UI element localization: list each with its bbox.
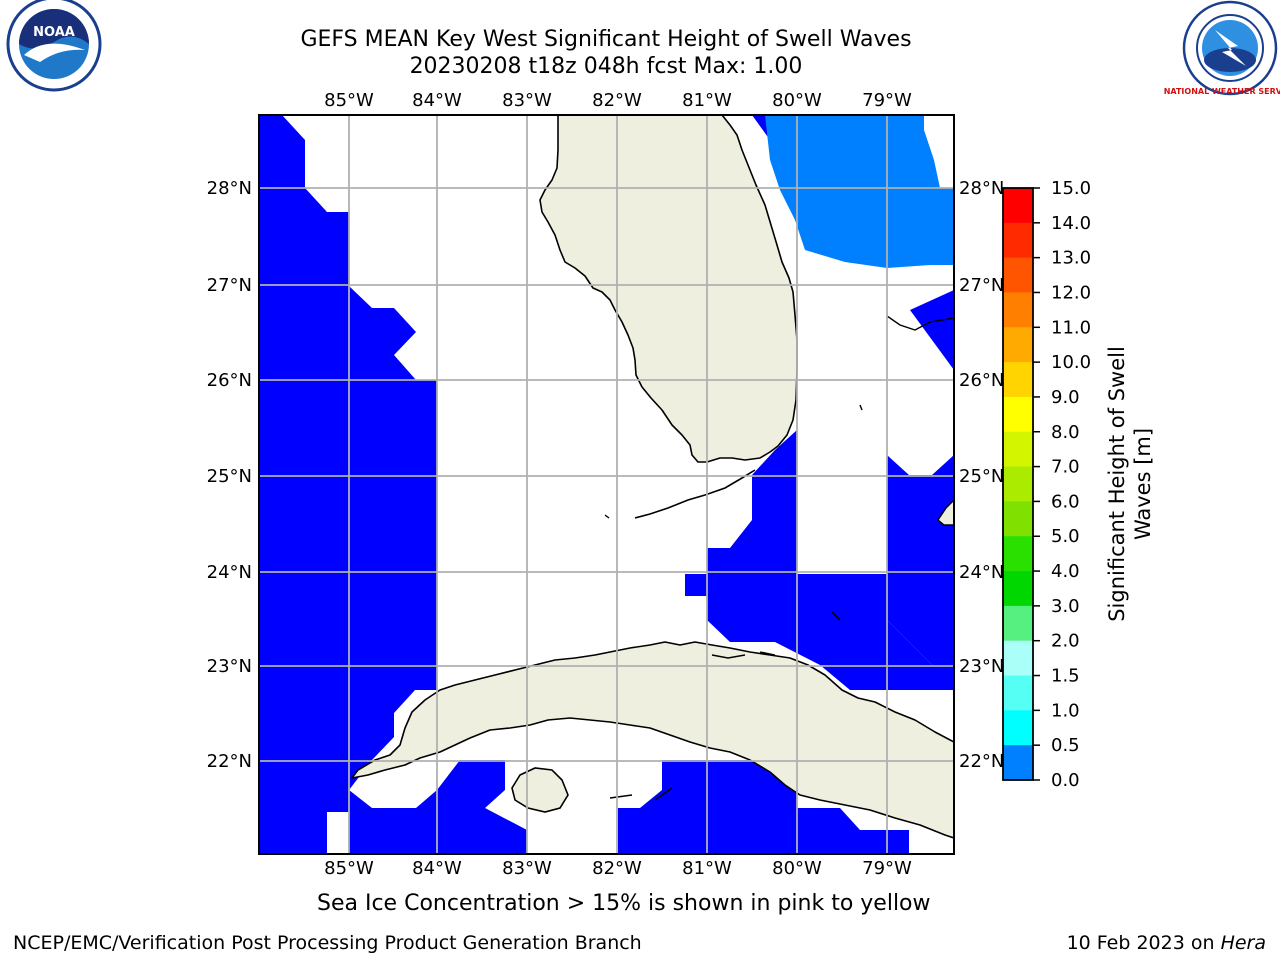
key-west-islet bbox=[604, 514, 610, 519]
colorbar-label-line1: Significant Height of Swell bbox=[1105, 346, 1129, 622]
colorbar-tick-label: 0.0 bbox=[1051, 770, 1080, 791]
florida-keys bbox=[634, 469, 756, 519]
colorbar-tick-label: 6.0 bbox=[1051, 491, 1080, 512]
sea-ice-note: Sea Ice Concentration > 15% is shown in … bbox=[317, 891, 931, 916]
lat-label-right-22: 22°N bbox=[959, 751, 1004, 772]
lon-label-top-83: 83°W bbox=[502, 90, 552, 111]
swell-region-mid bbox=[765, 115, 954, 268]
bimini-islet bbox=[859, 404, 863, 411]
colorbar-tick-label: 14.0 bbox=[1051, 213, 1091, 234]
colorbar-swatch bbox=[1003, 571, 1033, 607]
lon-label-top-82: 82°W bbox=[592, 90, 642, 111]
colorbar-swatch bbox=[1003, 188, 1033, 224]
lon-label-bottom-81: 81°W bbox=[682, 858, 732, 879]
colorbar-tick-label: 5.0 bbox=[1051, 526, 1080, 547]
colorbar-swatch bbox=[1003, 710, 1033, 746]
colorbar-frame bbox=[1002, 187, 1034, 781]
swell-gap-ne bbox=[924, 115, 954, 188]
colorbar-tick-label: 15.0 bbox=[1051, 178, 1091, 199]
lat-label-right-26: 26°N bbox=[959, 370, 1004, 391]
colorbar-tick-label: 0.5 bbox=[1051, 735, 1080, 756]
colorbar-swatch bbox=[1003, 431, 1033, 468]
andros-islet bbox=[831, 611, 841, 621]
map-title: GEFS MEAN Key West Significant Height of… bbox=[300, 27, 912, 52]
colorbar-tick-label: 1.5 bbox=[1051, 666, 1080, 687]
colorbar-swatch bbox=[1003, 675, 1033, 711]
noaa-logo-text: NOAA bbox=[33, 25, 75, 40]
isla-juventud bbox=[511, 767, 569, 813]
lat-label-left-22: 22°N bbox=[207, 751, 252, 772]
nws-logo-text: NATIONAL WEATHER SERVICE bbox=[1164, 87, 1280, 96]
swell-region-west bbox=[259, 115, 437, 854]
colorbar-swatch bbox=[1003, 466, 1033, 502]
colorbar-label-line2: Waves [m] bbox=[1131, 428, 1155, 540]
lat-label-left-26: 26°N bbox=[207, 370, 252, 391]
colorbar-swatch bbox=[1003, 362, 1033, 398]
colorbar-tick-label: 11.0 bbox=[1051, 317, 1091, 338]
colorbar-tick-label: 12.0 bbox=[1051, 282, 1091, 303]
colorbar-swatch bbox=[1003, 536, 1033, 572]
colorbar-ticks: 15.0 14.0 13.0 12.0 11.0 10.0 9.0 8.0 7.0 6.0 5.0 4… bbox=[1033, 178, 1091, 791]
lon-label-bottom-83: 83°W bbox=[502, 858, 552, 879]
florida-land bbox=[539, 115, 798, 463]
lat-label-left-28: 28°N bbox=[207, 178, 252, 199]
cuba-land bbox=[351, 641, 954, 839]
lat-label-right-28: 28°N bbox=[959, 178, 1004, 199]
colorbar-tick-label: 9.0 bbox=[1051, 387, 1080, 408]
bahamas-island bbox=[937, 499, 954, 526]
colorbar-tick-label: 4.0 bbox=[1051, 561, 1080, 582]
colorbar-swatch bbox=[1003, 257, 1033, 293]
lon-label-bottom-80: 80°W bbox=[772, 858, 822, 879]
lon-label-bottom-82: 82°W bbox=[592, 858, 642, 879]
nws-logo: NATIONAL WEATHER SERVICE bbox=[1164, 0, 1280, 96]
colorbar-swatch bbox=[1003, 640, 1033, 677]
colorbar-swatch bbox=[1003, 222, 1033, 259]
map-gridlines bbox=[259, 115, 954, 854]
colorbar-swatch bbox=[1003, 292, 1033, 328]
colorbar-swatch bbox=[1003, 745, 1033, 781]
colorbar-tick-label: 13.0 bbox=[1051, 248, 1091, 269]
lon-label-top-79: 79°W bbox=[862, 90, 912, 111]
colorbar-tick-label: 8.0 bbox=[1051, 422, 1080, 443]
footer-date-text: 10 Feb 2023 on bbox=[1066, 932, 1221, 954]
colorbar-tick-label: 7.0 bbox=[1051, 457, 1080, 478]
map-subtitle: 20230208 t18z 048h fcst Max: 1.00 bbox=[409, 54, 803, 79]
lat-label-right-27: 27°N bbox=[959, 275, 1004, 296]
colorbar-swatch bbox=[1003, 605, 1033, 642]
lon-label-bottom-85: 85°W bbox=[324, 858, 374, 879]
lat-label-right-24: 24°N bbox=[959, 562, 1004, 583]
cuba-cays bbox=[609, 651, 776, 801]
footer-date: 10 Feb 2023 on Hera bbox=[1067, 932, 1266, 954]
lat-label-left-25: 25°N bbox=[207, 466, 252, 487]
lat-label-left-27: 27°N bbox=[207, 275, 252, 296]
swell-region-south bbox=[349, 760, 527, 854]
lat-label-left-23: 23°N bbox=[207, 656, 252, 677]
colorbar-tick-label: 10.0 bbox=[1051, 352, 1091, 373]
lon-label-bottom-84: 84°W bbox=[412, 858, 462, 879]
grand-bahama bbox=[886, 315, 954, 331]
colorbar-swatch bbox=[1003, 327, 1033, 363]
colorbar-tick-label: 2.0 bbox=[1051, 631, 1080, 652]
lat-label-left-24: 24°N bbox=[207, 562, 252, 583]
colorbar-swatch bbox=[1003, 501, 1033, 537]
lon-label-bottom-79: 79°W bbox=[862, 858, 912, 879]
noaa-logo: NOAA bbox=[6, 0, 102, 92]
colorbar-tick-label: 3.0 bbox=[1051, 596, 1080, 617]
lat-label-right-23: 23°N bbox=[959, 656, 1004, 677]
footer-host: Hera bbox=[1220, 932, 1266, 954]
lon-label-top-81: 81°W bbox=[682, 90, 732, 111]
colorbar bbox=[1003, 188, 1033, 781]
lon-label-top-85: 85°W bbox=[324, 90, 374, 111]
colorbar-swatch bbox=[1003, 396, 1033, 433]
lat-label-right-25: 25°N bbox=[959, 466, 1004, 487]
lon-label-top-84: 84°W bbox=[412, 90, 462, 111]
footer-branch: NCEP/EMC/Verification Post Processing Pr… bbox=[13, 932, 642, 954]
map-frame bbox=[258, 114, 955, 855]
lon-label-top-80: 80°W bbox=[772, 90, 822, 111]
colorbar-tick-label: 1.0 bbox=[1051, 700, 1080, 721]
